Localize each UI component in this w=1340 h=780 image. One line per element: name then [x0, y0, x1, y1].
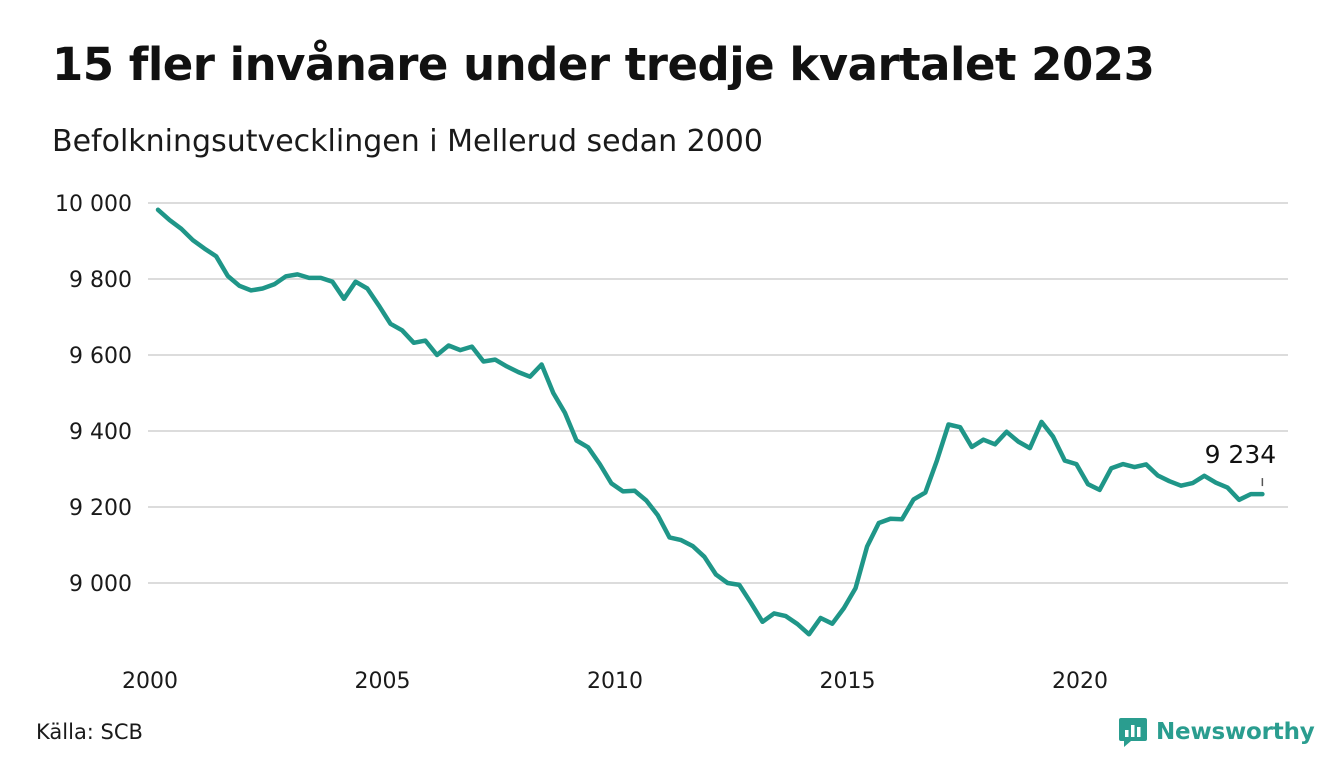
x-tick-label: 2015	[820, 669, 876, 694]
series-line	[155, 207, 1265, 637]
brand-name: Newsworthy	[1156, 719, 1315, 745]
y-tick-label: 10 000	[55, 192, 132, 217]
source-note: Källa: SCB	[36, 720, 143, 744]
chart-title: 15 fler invånare under tredje kvartalet …	[52, 38, 1155, 91]
y-tick-label: 9 600	[69, 344, 132, 369]
chart-subtitle: Befolkningsutvecklingen i Mellerud sedan…	[52, 124, 763, 159]
y-tick-label: 9 400	[69, 420, 132, 445]
x-tick-label: 2010	[587, 669, 643, 694]
gridlines	[148, 202, 1288, 584]
newsworthy-logo-icon	[1119, 718, 1147, 747]
brand-logo: Newsworthy	[1118, 712, 1315, 752]
y-tick-label: 9 200	[69, 496, 132, 521]
last-value-label: 9 234	[1205, 440, 1277, 469]
series-layer	[155, 207, 1265, 637]
annotation-layer: 9 234	[1205, 440, 1277, 487]
y-axis-tick-labels: 9 000 9 200 9 400 9 600 9 800 10 000	[55, 192, 132, 597]
x-tick-label: 2005	[355, 669, 411, 694]
y-tick-label: 9 800	[69, 268, 132, 293]
y-tick-label: 9 000	[69, 572, 132, 597]
x-axis-tick-labels: 2000 2005 2010 2015 2020	[122, 669, 1108, 694]
x-tick-label: 2000	[122, 669, 178, 694]
x-tick-label: 2020	[1052, 669, 1108, 694]
